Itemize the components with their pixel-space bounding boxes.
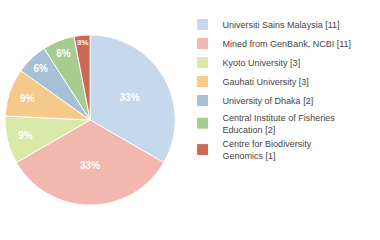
svg-text:Gauhati University [3]: Gauhati University [3] bbox=[223, 77, 309, 87]
svg-text:Centre for BiodiversityGenomic: Centre for BiodiversityGenomics [1] bbox=[223, 139, 312, 161]
svg-text:9%: 9% bbox=[20, 93, 35, 104]
svg-text:33%: 33% bbox=[120, 92, 140, 103]
svg-text:6%: 6% bbox=[56, 48, 71, 59]
svg-text:Central Institute of Fisheries: Central Institute of FisheriesEducation … bbox=[223, 113, 336, 135]
svg-text:33%: 33% bbox=[80, 160, 100, 171]
svg-text:9%: 9% bbox=[18, 130, 33, 141]
svg-text:Mined from GenBank, NCBI [11]: Mined from GenBank, NCBI [11] bbox=[223, 39, 351, 49]
svg-text:Kyoto University [3]: Kyoto University [3] bbox=[223, 58, 301, 68]
svg-text:University of Dhaka [2]: University of Dhaka [2] bbox=[223, 96, 314, 106]
svg-text:Universiti Sains Malaysia [11]: Universiti Sains Malaysia [11] bbox=[223, 20, 340, 30]
svg-text:6%: 6% bbox=[33, 63, 48, 74]
svg-text:3%: 3% bbox=[77, 38, 89, 47]
